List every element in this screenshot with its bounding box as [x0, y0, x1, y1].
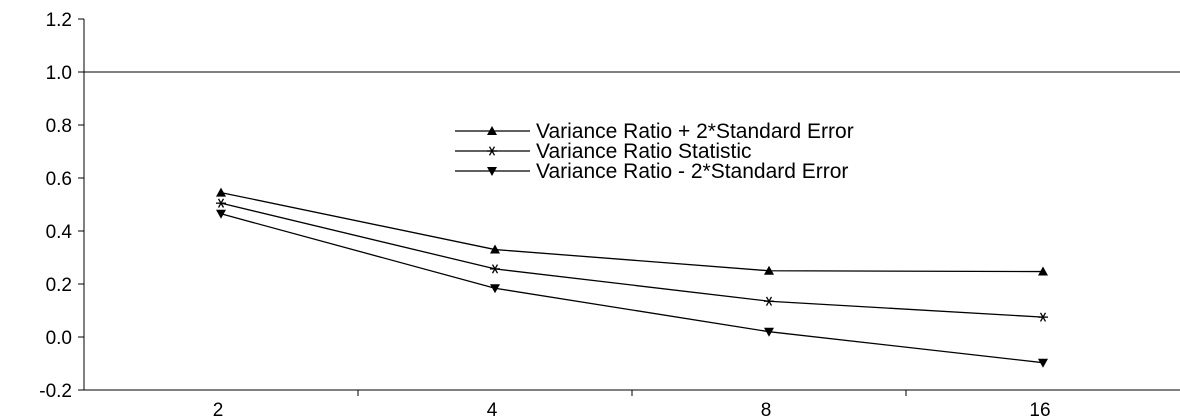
y-tick-label: 1.2 — [46, 10, 72, 31]
legend-label: Variance Ratio Statistic — [536, 140, 752, 163]
legend-marker-triangle-down — [487, 167, 497, 176]
x-tick-label: 2 — [213, 400, 224, 418]
legend-label: Variance Ratio - 2*Standard Error — [536, 160, 848, 183]
y-tick-label: 0.0 — [46, 328, 72, 349]
legend-item: Variance Ratio + 2*Standard Error — [455, 120, 854, 143]
data-point-triangle-up — [764, 265, 774, 275]
plot-area — [84, 19, 1180, 390]
data-point-triangle-up — [216, 187, 226, 197]
legend-marker-triangle-up — [487, 126, 497, 135]
x-tick-label: 4 — [487, 400, 498, 418]
y-tick-label: 0.2 — [46, 275, 72, 296]
legend-item: Variance Ratio - 2*Standard Error — [455, 160, 848, 183]
y-tick-label: 0.8 — [46, 116, 72, 137]
legend-label: Variance Ratio + 2*Standard Error — [536, 120, 854, 143]
data-point-triangle-down — [216, 209, 226, 219]
data-point-asterisk — [764, 296, 774, 306]
legend-item: Variance Ratio Statistic — [455, 140, 752, 163]
series-lines — [220, 191, 1044, 364]
y-axis-ticks: -0.2 0.0 0.2 0.4 0.6 0.8 1.0 1.2 — [39, 10, 84, 402]
data-point-asterisk — [1038, 312, 1048, 322]
x-tick-label: 16 — [1029, 400, 1050, 418]
y-tick-label: 1.0 — [46, 63, 72, 84]
x-axis-ticks: 2 4 8 16 — [213, 390, 1051, 418]
y-tick-label: 0.6 — [46, 169, 72, 190]
series-line-triangle-down — [220, 213, 1044, 364]
data-point-asterisk — [490, 264, 500, 274]
data-point-asterisk — [216, 198, 226, 208]
data-point-triangle-down — [1038, 358, 1048, 368]
series-line-triangle-up — [220, 191, 1044, 273]
legend: Variance Ratio + 2*Standard ErrorVarianc… — [455, 120, 854, 183]
y-tick-label: -0.2 — [39, 381, 72, 402]
data-point-triangle-up — [1038, 266, 1048, 276]
data-point-triangle-up — [490, 244, 500, 254]
series-markers — [216, 187, 1048, 368]
data-point-triangle-down — [490, 284, 500, 294]
data-point-triangle-down — [764, 327, 774, 337]
y-tick-label: 0.4 — [46, 222, 73, 243]
legend-marker-asterisk — [487, 146, 497, 156]
series-line-asterisk — [220, 202, 1044, 318]
x-tick-label: 8 — [761, 400, 772, 418]
